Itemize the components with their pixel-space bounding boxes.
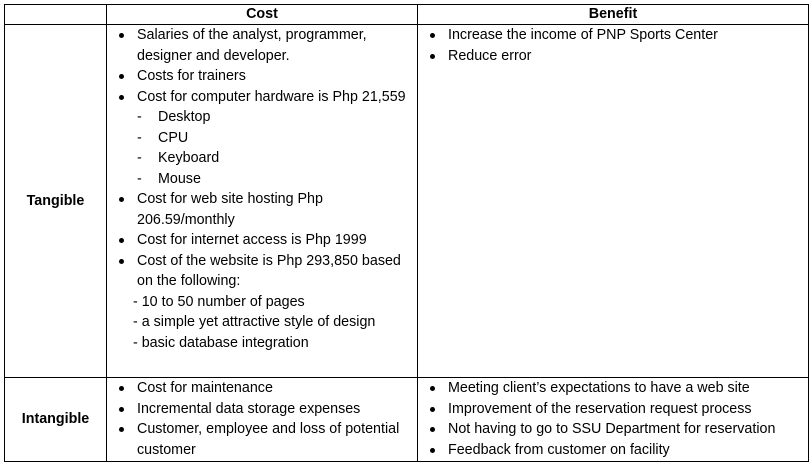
intangible-label: Intangible [4, 377, 107, 462]
tangible-label: Tangible [4, 24, 107, 378]
header-corner-cell [4, 4, 107, 25]
header-cost: Cost [106, 4, 418, 25]
tangible-benefit-cell: Increase the income of PNP Sports Center… [417, 24, 809, 378]
list-item: Reduce error [418, 46, 808, 67]
tangible-cost-cell: Salaries of the analyst, programmer, des… [106, 24, 418, 378]
intangible-cost-cell: Cost for maintenance Incremental data st… [106, 377, 418, 462]
list-item: Feedback from customer on facility [418, 440, 808, 461]
header-row: Cost Benefit [4, 4, 809, 25]
list-item: Costs for trainers [107, 66, 417, 87]
list-item: Customer, employee and loss of potential… [107, 419, 417, 460]
tangible-cost-list: Salaries of the analyst, programmer, des… [107, 25, 417, 292]
tangible-benefit-list: Increase the income of PNP Sports Center… [418, 25, 808, 66]
website-item: - 10 to 50 number of pages [133, 293, 305, 310]
cost-benefit-table: Cost Benefit Tangible Salaries of the an… [4, 4, 809, 462]
intangible-cost-list: Cost for maintenance Incremental data st… [107, 378, 417, 460]
list-item: Cost for computer hardware is Php 21,559… [107, 87, 417, 190]
hardware-item: CPU [137, 128, 413, 149]
list-item: Meeting client’s expectations to have a … [418, 378, 808, 399]
hardware-item: Mouse [137, 169, 413, 190]
tangible-cost-salaries: Salaries of the analyst, programmer, des… [137, 27, 367, 64]
hardware-item: Desktop [137, 107, 413, 128]
tangible-cost-hosting: Cost for web site hosting Php 206.59/mon… [137, 191, 323, 228]
list-item: Incremental data storage expenses [107, 399, 417, 420]
list-item: Cost for web site hosting Php 206.59/mon… [107, 189, 417, 230]
website-breakdown: - 10 to 50 number of pages - a simple ye… [107, 292, 417, 354]
website-item: - a simple yet attractive style of desig… [133, 314, 376, 330]
list-item: Cost for maintenance [107, 378, 417, 399]
tangible-cost-hardware: Cost for computer hardware is Php 21,559 [137, 88, 406, 105]
header-benefit: Benefit [417, 4, 809, 25]
tangible-cost-internet: Cost for internet access is Php 1999 [137, 232, 367, 248]
intangible-row: Intangible Cost for maintenance Incremen… [4, 377, 809, 462]
list-item: Cost of the website is Php 293,850 based… [107, 251, 417, 292]
hardware-sub-list: Desktop CPU Keyboard Mouse [137, 107, 413, 189]
list-item: Not having to go to SSU Department for r… [418, 419, 808, 440]
tangible-cost-trainers: Costs for trainers [137, 68, 246, 84]
list-item: Salaries of the analyst, programmer, des… [107, 25, 417, 66]
list-item: Cost for internet access is Php 1999 [107, 230, 417, 251]
intangible-benefit-list: Meeting client’s expectations to have a … [418, 378, 808, 460]
hardware-item: Keyboard [137, 148, 413, 169]
list-item: Increase the income of PNP Sports Center [418, 25, 808, 46]
intangible-benefit-cell: Meeting client’s expectations to have a … [417, 377, 809, 462]
website-item: - basic database integration [133, 334, 309, 351]
tangible-cost-website: Cost of the website is Php 293,850 based… [137, 252, 401, 290]
list-item: Improvement of the reservation request p… [418, 399, 808, 420]
tangible-row: Tangible Salaries of the analyst, progra… [4, 24, 809, 378]
